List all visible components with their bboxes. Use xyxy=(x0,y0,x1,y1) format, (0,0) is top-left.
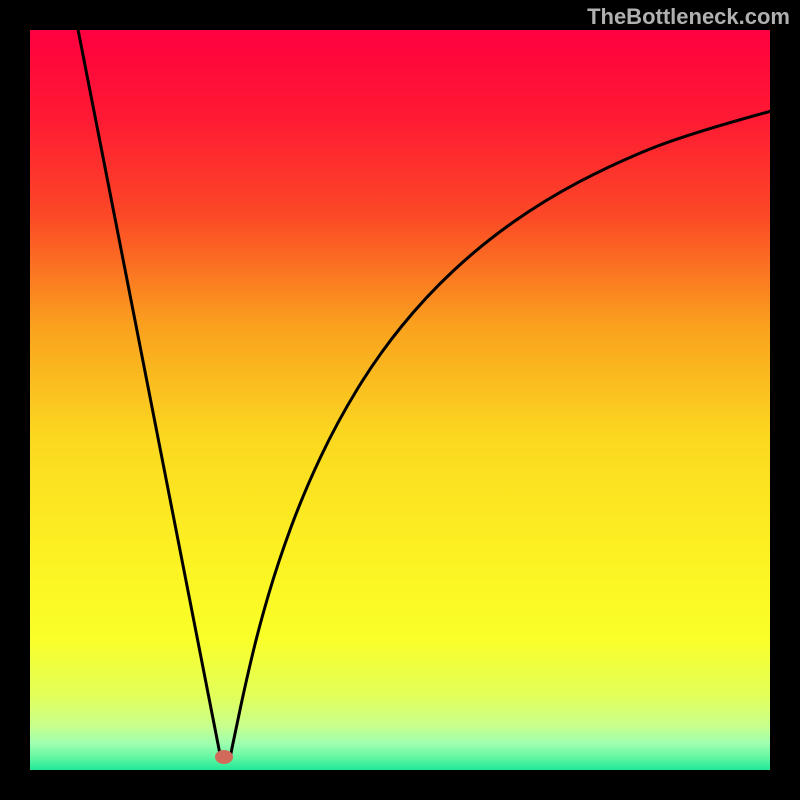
plot-area xyxy=(30,30,770,770)
watermark-text: TheBottleneck.com xyxy=(587,4,790,30)
curve-layer xyxy=(30,30,770,770)
bottleneck-curve xyxy=(78,30,770,759)
chart-container: { "canvas": { "width": 800, "height": 80… xyxy=(0,0,800,800)
